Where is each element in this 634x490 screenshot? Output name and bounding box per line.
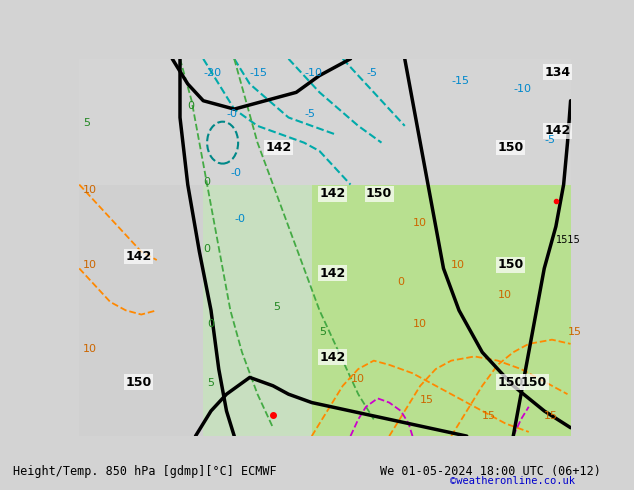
Text: 150: 150 (366, 187, 392, 200)
Text: -0: -0 (234, 214, 245, 224)
Text: 134: 134 (544, 66, 571, 78)
Text: 5: 5 (83, 118, 90, 128)
Text: 10: 10 (83, 185, 97, 195)
Text: -0: -0 (230, 168, 242, 178)
Text: 10: 10 (351, 373, 365, 384)
Text: 10: 10 (451, 260, 465, 270)
Text: 150: 150 (498, 141, 524, 154)
Text: 10: 10 (413, 219, 427, 228)
Text: 0: 0 (188, 101, 195, 111)
Text: We 01-05-2024 18:00 UTC (06+12): We 01-05-2024 18:00 UTC (06+12) (380, 465, 601, 478)
Text: -5: -5 (544, 135, 555, 145)
Text: 150: 150 (498, 376, 524, 389)
Text: -5: -5 (366, 68, 377, 77)
Text: 150: 150 (126, 376, 152, 389)
Text: 0: 0 (397, 277, 404, 287)
Text: 142: 142 (265, 141, 292, 154)
Text: 150: 150 (521, 376, 547, 389)
Text: -10: -10 (514, 84, 531, 95)
Text: 15: 15 (482, 411, 496, 421)
Text: 142: 142 (320, 351, 346, 364)
Text: 142: 142 (544, 124, 571, 137)
Text: 10: 10 (83, 344, 97, 354)
Text: 10: 10 (83, 260, 97, 270)
Text: -10: -10 (304, 68, 322, 77)
Text: ©weatheronline.co.uk: ©weatheronline.co.uk (450, 476, 575, 486)
Text: 15: 15 (420, 394, 434, 405)
Text: 0: 0 (207, 319, 214, 329)
Text: 5: 5 (273, 302, 280, 312)
Text: 0: 0 (204, 176, 210, 187)
Text: 15: 15 (567, 327, 581, 338)
Text: 5: 5 (320, 327, 327, 338)
Text: 142: 142 (126, 250, 152, 263)
Text: 5: 5 (207, 378, 214, 388)
Text: -20: -20 (204, 68, 221, 77)
FancyBboxPatch shape (312, 185, 571, 436)
Text: -15: -15 (451, 76, 469, 86)
Text: 10: 10 (498, 290, 512, 300)
Text: -15: -15 (250, 68, 268, 77)
FancyBboxPatch shape (79, 59, 571, 436)
FancyBboxPatch shape (79, 59, 571, 185)
FancyBboxPatch shape (79, 59, 204, 436)
Text: 142: 142 (320, 267, 346, 280)
Text: -0: -0 (226, 109, 238, 120)
Text: 0: 0 (204, 244, 210, 254)
Text: 142: 142 (320, 187, 346, 200)
Text: 15: 15 (544, 411, 559, 421)
Text: -5: -5 (304, 109, 315, 120)
Text: 150: 150 (498, 258, 524, 271)
Text: 10: 10 (413, 319, 427, 329)
Text: Height/Temp. 850 hPa [gdmp][°C] ECMWF: Height/Temp. 850 hPa [gdmp][°C] ECMWF (13, 465, 276, 478)
Text: 1515: 1515 (556, 235, 581, 245)
